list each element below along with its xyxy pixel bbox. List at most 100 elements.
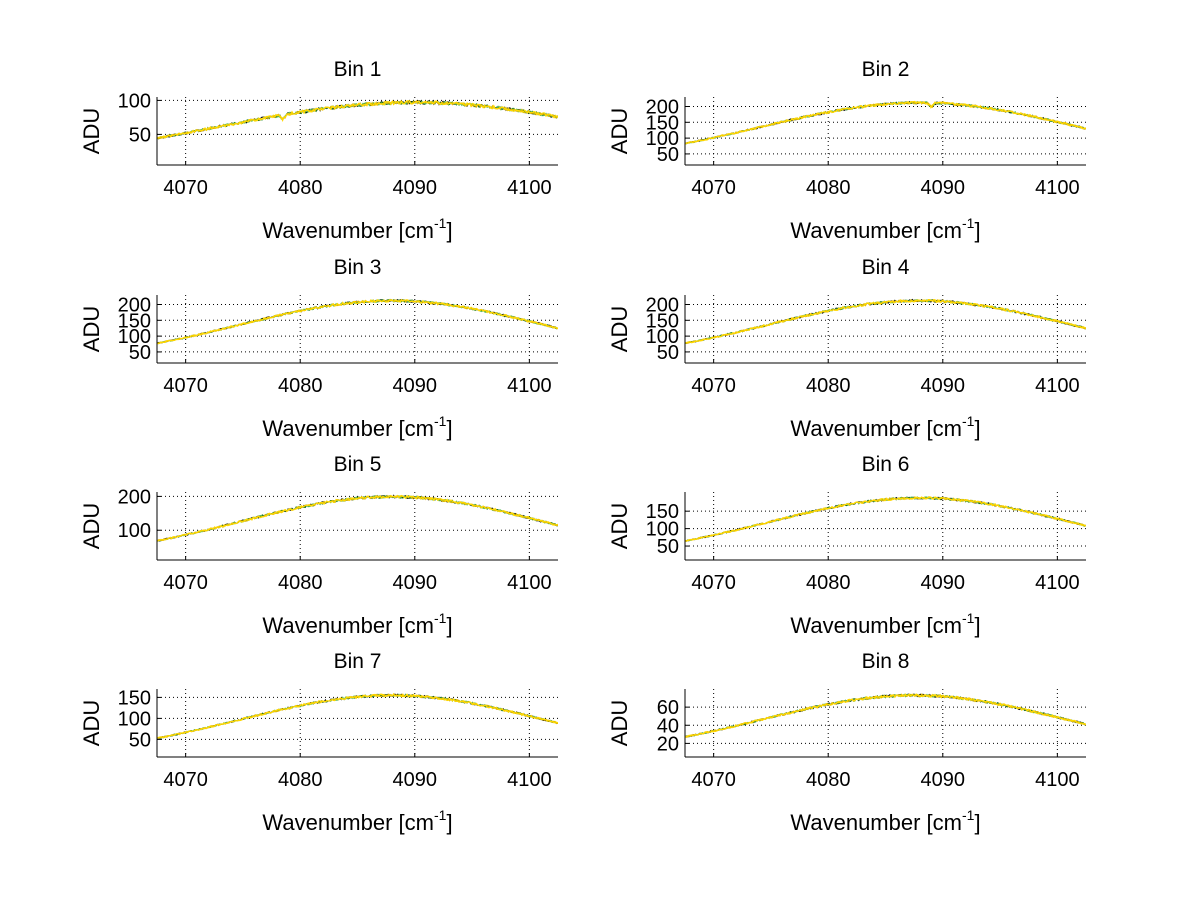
subplot-5: 4070 4080 4090 4100 100 200 Bin 5 Wavenumber [c… [79,453,558,638]
x-tick-label: 4090 [921,375,966,397]
x-axis-label-main: Wavenumber [cm [262,810,434,835]
spectrum-line [685,299,1086,345]
x-axis-label-main: Wavenumber [cm [790,810,962,835]
spectrum-line [157,298,558,345]
x-axis-label-close: ] [974,218,980,243]
y-axis-label: ADU [607,700,632,746]
x-tick-label: 4080 [278,375,323,397]
y-tick-label: 200 [118,486,151,508]
x-axis-label-close: ] [446,416,452,441]
y-tick-label: 40 [657,715,679,737]
y-tick-label: 100 [118,708,151,730]
y-tick-label: 150 [118,310,151,332]
spectrum-line [685,693,1086,738]
x-tick-label: 4090 [921,769,966,791]
x-axis-label-main: Wavenumber [cm [790,218,962,243]
spectrum-line [685,693,1086,738]
x-axis-label-close: ] [446,218,452,243]
x-axis-label-close: ] [446,810,452,835]
x-tick-label: 4090 [393,769,438,791]
x-tick-label: 4100 [1035,177,1080,199]
x-tick-label: 4090 [393,375,438,397]
y-tick-label: 200 [646,96,679,118]
spectrum-line [157,298,558,345]
spectrum-line [157,693,558,739]
subplot-title: Bin 4 [862,256,910,279]
x-tick-label: 4080 [806,177,851,199]
x-axis-label-close: ] [974,613,980,638]
y-tick-label: 50 [129,729,151,751]
x-axis-label-close: ] [446,613,452,638]
spectrum-line [157,692,558,739]
x-axis-label-superscript: -1 [434,215,447,231]
x-tick-label: 4090 [393,572,438,594]
x-axis-label-superscript: -1 [962,215,975,231]
x-tick-label: 4070 [163,177,208,199]
spectrum-line [157,495,558,542]
y-tick-label: 50 [657,536,679,558]
y-tick-label: 150 [118,687,151,709]
y-tick-label: 50 [657,342,679,364]
x-tick-label: 4070 [691,769,736,791]
y-axis-label: ADU [79,700,104,746]
spectrum-line [685,496,1086,542]
x-tick-label: 4070 [691,177,736,199]
y-tick-label: 150 [646,112,679,134]
subplot-title: Bin 5 [334,453,382,476]
y-tick-label: 100 [646,128,679,150]
y-tick-label: 60 [657,697,679,719]
spectrum-line [685,693,1086,738]
y-tick-label: 150 [646,310,679,332]
spectrum-line [157,693,558,739]
spectrum-line [157,494,558,542]
subplot-1: 4070 4080 4090 4100 50 100 Bin 1 Wavenumber [cm… [79,58,558,243]
spectrum-line [685,693,1086,738]
spectrum-line [685,496,1086,542]
y-axis-label: ADU [607,503,632,549]
x-axis-label-close: ] [974,416,980,441]
spectrum-line [685,298,1086,344]
subplot-title: Bin 8 [862,650,910,673]
spectrum-line [157,693,558,739]
spectrum-line [157,298,558,344]
y-axis-label: ADU [607,306,632,352]
x-axis-label: Wavenumber [cm-1] [790,215,980,243]
y-tick-label: 100 [646,519,679,541]
spectrum-line [157,693,558,739]
x-tick-label: 4100 [507,177,552,199]
y-tick-label: 100 [646,326,679,348]
spectrum-line [685,298,1086,344]
x-tick-label: 4070 [163,375,208,397]
y-tick-label: 100 [118,520,151,542]
y-tick-label: 50 [129,124,151,146]
spectrum-line [685,496,1086,542]
x-tick-label: 4090 [921,177,966,199]
x-tick-label: 4090 [393,177,438,199]
x-axis-label-main: Wavenumber [cm [262,613,434,638]
x-axis-label-main: Wavenumber [cm [790,613,962,638]
x-tick-label: 4080 [278,177,323,199]
spectrum-line [157,494,558,542]
y-tick-label: 200 [118,294,151,316]
x-tick-label: 4080 [806,572,851,594]
x-axis-label-superscript: -1 [962,413,975,429]
y-tick-label: 100 [118,326,151,348]
spectrum-line [685,496,1086,542]
y-tick-label: 150 [646,501,679,523]
x-tick-label: 4070 [691,572,736,594]
x-axis-label: Wavenumber [cm-1] [262,807,452,835]
subplot-title: Bin 6 [862,453,910,476]
x-tick-label: 4070 [163,572,208,594]
x-axis-label: Wavenumber [cm-1] [790,413,980,441]
spectrum-line [157,99,558,139]
x-axis-label: Wavenumber [cm-1] [262,610,452,638]
x-tick-label: 4090 [921,572,966,594]
y-tick-label: 200 [646,294,679,316]
x-tick-label: 4100 [1035,769,1080,791]
x-tick-label: 4070 [163,769,208,791]
